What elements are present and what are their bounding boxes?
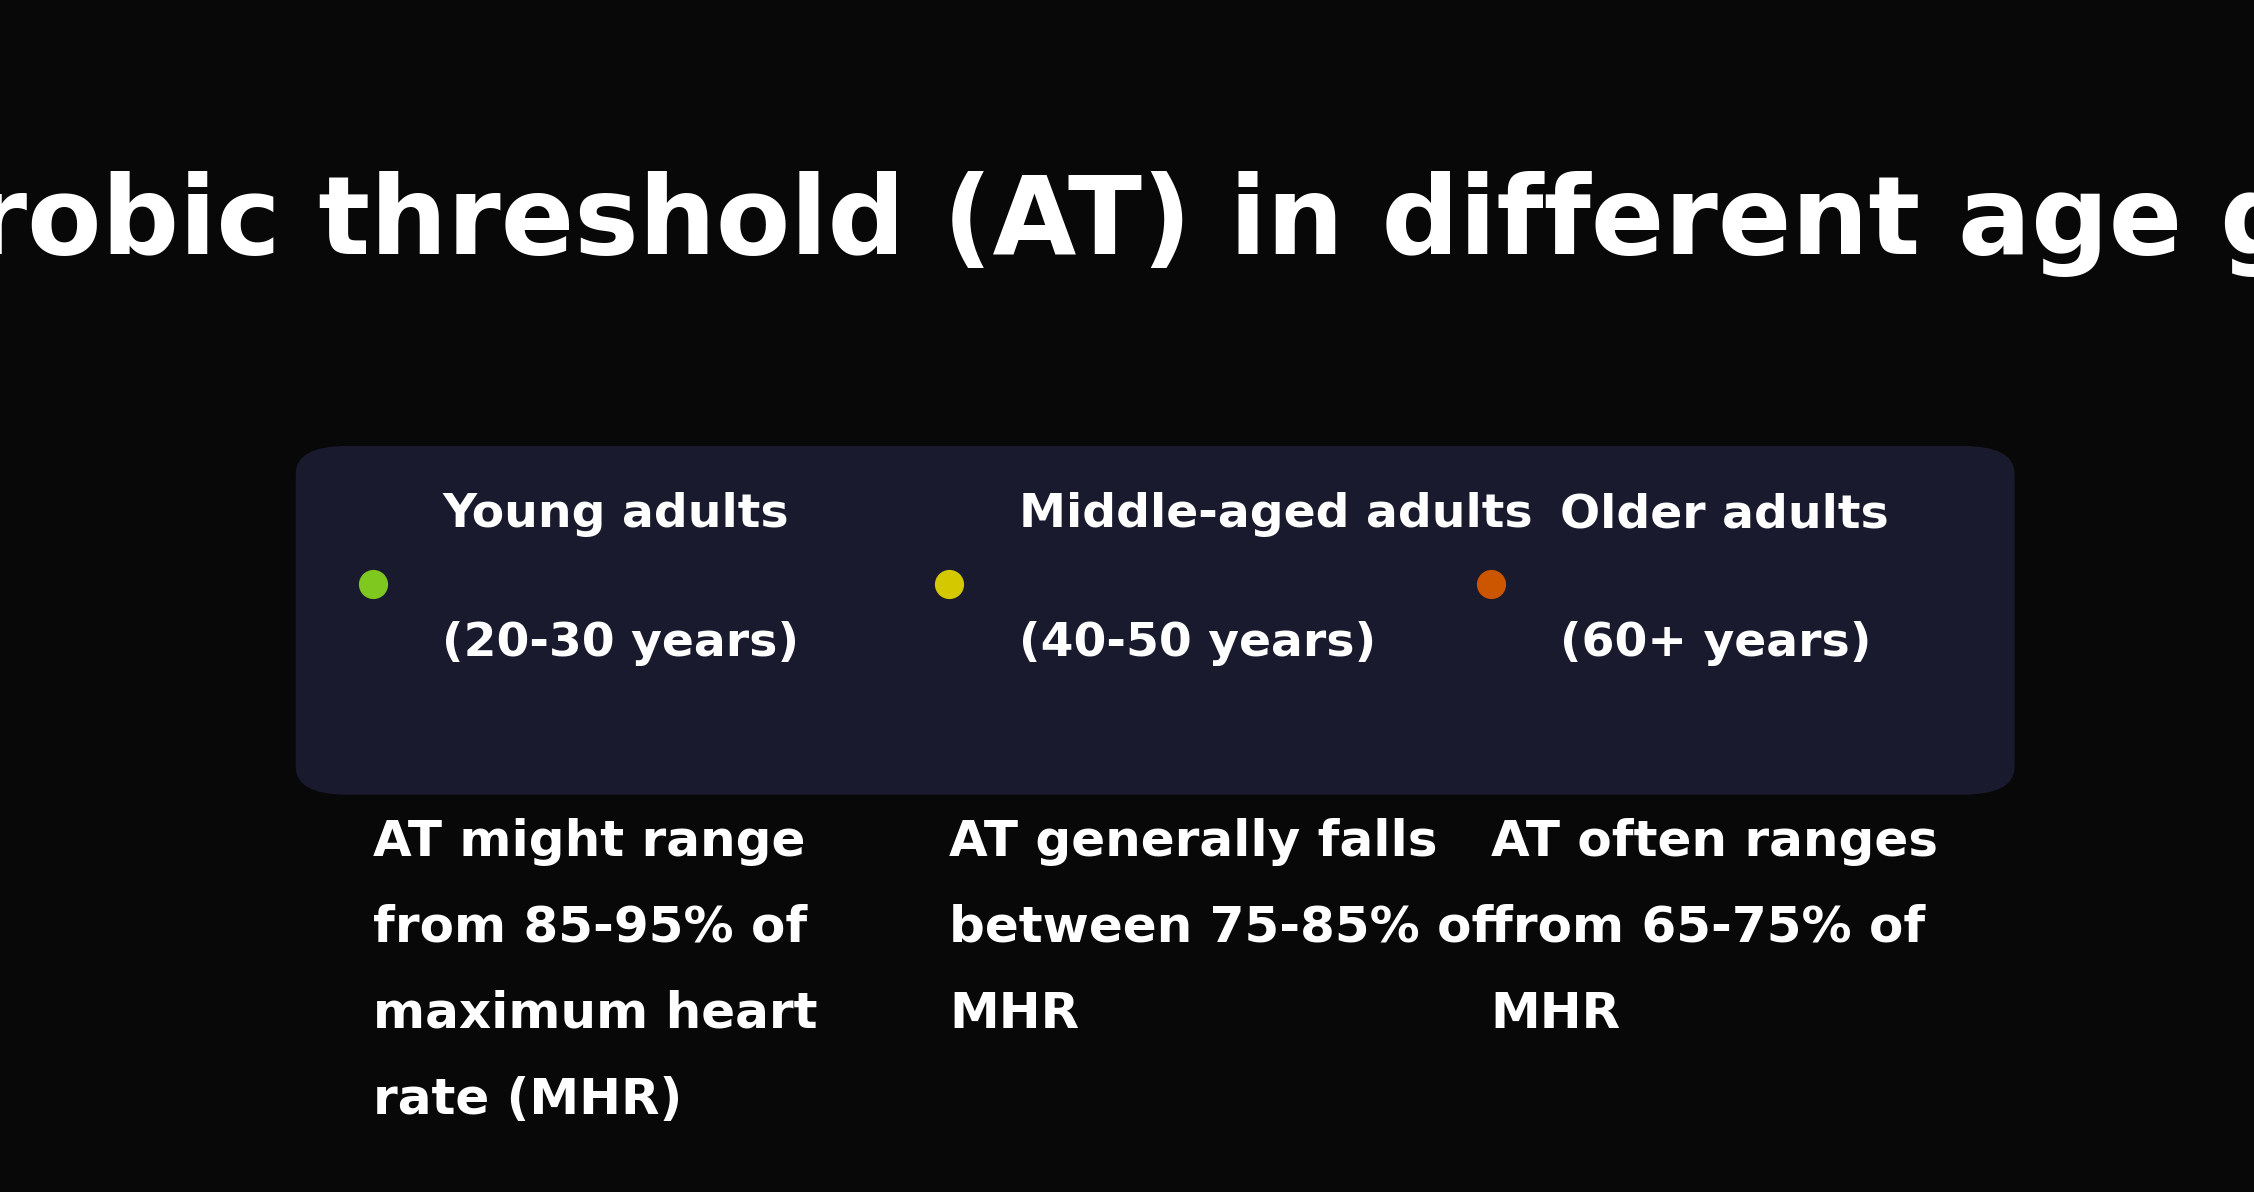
Text: Middle-aged adults: Middle-aged adults: [1019, 492, 1533, 538]
Text: AT often ranges
from 65-75% of
MHR: AT often ranges from 65-75% of MHR: [1490, 818, 1938, 1038]
Text: AT might range
from 85-95% of
maximum heart
rate (MHR): AT might range from 85-95% of maximum he…: [372, 818, 818, 1124]
Text: AT generally falls
between 75-85% of
MHR: AT generally falls between 75-85% of MHR: [949, 818, 1494, 1038]
Text: (20-30 years): (20-30 years): [442, 621, 800, 666]
Text: (60+ years): (60+ years): [1560, 621, 1871, 666]
Text: Young adults: Young adults: [442, 492, 789, 538]
FancyBboxPatch shape: [295, 446, 2015, 795]
Text: Anaerobic threshold (AT) in different age groups: Anaerobic threshold (AT) in different ag…: [0, 170, 2254, 277]
Text: Older adults: Older adults: [1560, 492, 1889, 538]
Text: (40-50 years): (40-50 years): [1019, 621, 1375, 666]
